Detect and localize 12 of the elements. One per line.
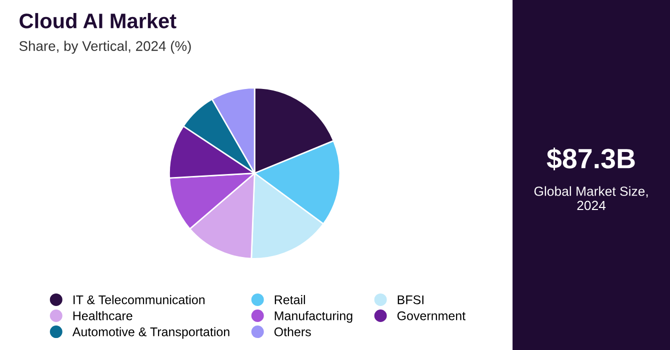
legend-label: BFSI <box>398 295 424 304</box>
legend-label: Manufacturing <box>274 311 352 323</box>
text: Global Market Size, 2024 <box>534 186 648 210</box>
legend-label: Retail <box>274 295 305 304</box>
legend-label: Automotive & Transportation <box>72 327 230 339</box>
legend-label: Government <box>397 311 466 320</box>
chart-title: Cloud AI Market <box>20 13 176 28</box>
legend-label: Others <box>274 327 311 336</box>
legend-label: IT & Telecommunication <box>74 295 205 304</box>
legend-label: Healthcare <box>73 311 132 320</box>
chart-subtitle: Share, by Vertical, 2024 (%) <box>19 40 191 54</box>
text: $87.3B <box>546 148 635 170</box>
